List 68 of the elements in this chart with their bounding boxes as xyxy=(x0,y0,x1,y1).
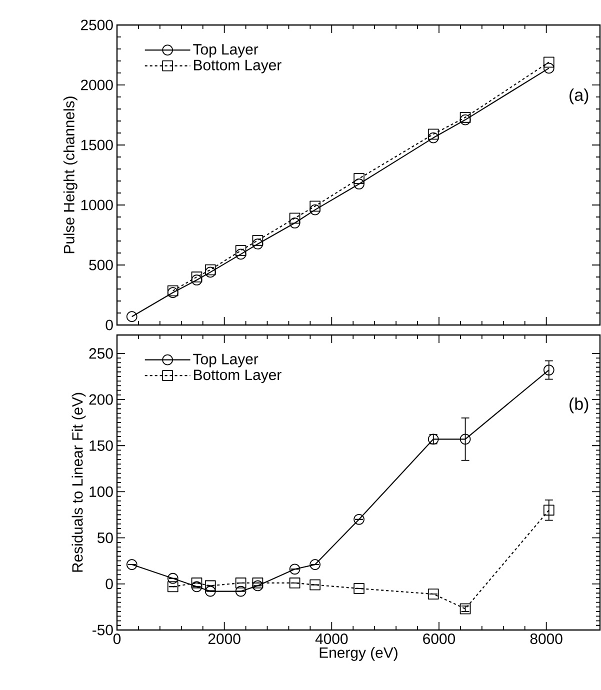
legend-label: Top Layer xyxy=(193,44,258,58)
point xyxy=(204,264,216,276)
point xyxy=(289,218,300,228)
point xyxy=(354,514,364,525)
y-tick-label: 100 xyxy=(90,486,113,497)
annotation: (a) xyxy=(570,88,588,104)
point xyxy=(460,112,471,123)
point xyxy=(191,581,202,592)
point xyxy=(252,578,264,588)
y-tick-label: 200 xyxy=(89,394,113,405)
point xyxy=(310,579,321,590)
x-tick-label: 4000 xyxy=(315,634,348,644)
y-tick-label: 50 xyxy=(97,532,113,544)
y-tick-label: 0 xyxy=(106,578,113,590)
point xyxy=(235,578,246,588)
point xyxy=(460,434,471,445)
legend-label: Bottom Layer xyxy=(194,60,282,74)
point xyxy=(428,128,439,140)
point xyxy=(191,578,202,588)
x-tick-label: 0 xyxy=(113,634,121,644)
y-tick-label: -50 xyxy=(92,624,113,636)
point xyxy=(235,245,246,256)
point xyxy=(543,364,554,376)
y-tick-label: 250 xyxy=(89,348,113,359)
point xyxy=(460,603,471,614)
point xyxy=(543,504,554,516)
point xyxy=(235,248,246,260)
y-tick-label: 2500 xyxy=(80,20,113,30)
legend-label: Top Layer xyxy=(193,354,258,368)
point xyxy=(126,311,138,322)
point xyxy=(252,580,264,592)
y-tick-label: 1000 xyxy=(81,200,113,210)
point xyxy=(543,62,554,74)
point xyxy=(252,234,264,246)
point xyxy=(354,178,364,190)
point xyxy=(289,564,300,575)
legend-label: Bottom Layer xyxy=(194,370,282,384)
y-tick-label: 1500 xyxy=(81,140,113,150)
x-tick-label: 2000 xyxy=(208,634,240,644)
point xyxy=(235,586,246,597)
point xyxy=(310,200,321,212)
y-tick-label: 0 xyxy=(106,320,113,330)
point xyxy=(543,56,554,68)
y-axis-title: Pulse Height (channels) xyxy=(63,96,78,254)
point xyxy=(310,559,321,570)
x-tick-label: 8000 xyxy=(530,634,562,644)
y-tick-label: 500 xyxy=(89,260,113,270)
point xyxy=(289,212,300,224)
point xyxy=(167,581,178,592)
point xyxy=(289,578,300,588)
point xyxy=(310,204,321,216)
x-tick-label: 6000 xyxy=(423,634,456,644)
point xyxy=(428,588,439,600)
point xyxy=(126,559,138,570)
y-axis-title: Residuals to Linear Fit (eV) xyxy=(72,392,86,572)
point xyxy=(167,572,178,584)
y-tick-label: 2000 xyxy=(80,80,113,90)
y-tick-label: 150 xyxy=(90,440,113,451)
annotation: (b) xyxy=(570,398,588,414)
point xyxy=(354,583,364,594)
point xyxy=(354,173,364,184)
point xyxy=(460,114,471,126)
point xyxy=(252,238,264,250)
point xyxy=(191,272,202,282)
x-axis-title: Energy (eV) xyxy=(320,646,398,661)
point xyxy=(204,266,216,278)
point xyxy=(191,274,202,286)
point xyxy=(428,132,439,144)
